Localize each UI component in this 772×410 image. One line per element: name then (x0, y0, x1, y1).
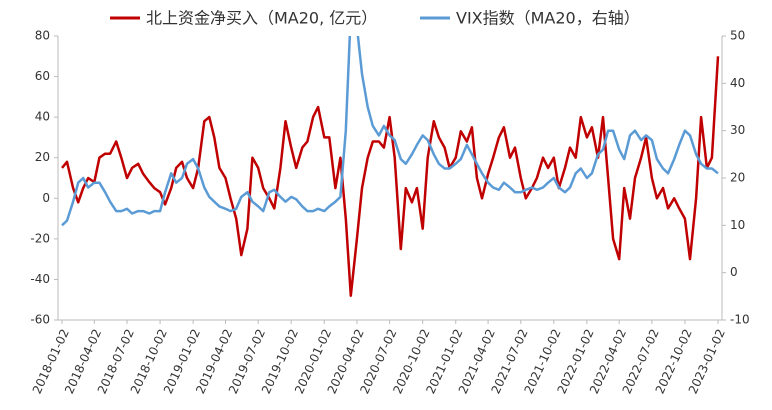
y2-tick-label: 40 (730, 76, 745, 90)
y2-tick-label: 20 (730, 171, 745, 185)
y-tick-label: 60 (35, 69, 50, 83)
y-tick-label: -20 (30, 231, 50, 245)
y2-tick-label: -10 (730, 313, 750, 327)
y-tick-label: 80 (35, 29, 50, 43)
y-tick-label: 20 (35, 150, 50, 164)
legend-label: VIX指数（MA20，右轴） (456, 9, 640, 28)
y2-tick-label: 50 (730, 29, 745, 43)
y-tick-label: -60 (30, 313, 50, 327)
y-tick-label: -40 (30, 272, 50, 286)
plot-area (61, 36, 720, 297)
series-line (61, 56, 720, 297)
y2-tick-label: 10 (730, 218, 745, 232)
y2-tick-label: 30 (730, 123, 745, 137)
y-tick-label: 40 (35, 110, 50, 124)
legend-label: 北上资金净买入（MA20, 亿元） (146, 9, 377, 28)
y2-tick-label: 0 (730, 265, 738, 279)
series-line (61, 36, 719, 227)
y-tick-label: 0 (42, 191, 50, 205)
